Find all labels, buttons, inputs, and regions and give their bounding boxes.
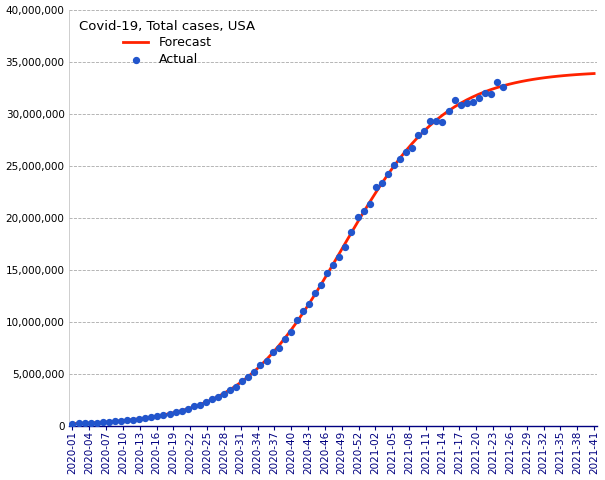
Forecast — [287, 327, 295, 333]
Actual — [292, 316, 302, 324]
Actual — [371, 183, 381, 191]
Forecast — [494, 84, 501, 90]
Actual — [329, 262, 338, 269]
Actual — [140, 414, 150, 422]
Actual — [244, 373, 253, 381]
Actual — [68, 420, 77, 428]
Actual — [401, 148, 411, 156]
Actual — [177, 407, 186, 414]
Actual — [377, 179, 387, 187]
Actual — [262, 357, 272, 365]
Actual — [195, 401, 204, 408]
Actual — [134, 415, 144, 423]
Actual — [92, 419, 102, 426]
Actual — [165, 410, 174, 418]
Actual — [456, 101, 465, 108]
Actual — [159, 411, 168, 419]
Actual — [365, 200, 374, 207]
Actual — [413, 132, 423, 139]
Actual — [480, 89, 490, 97]
Actual — [225, 386, 235, 394]
Forecast — [184, 406, 191, 412]
Actual — [425, 117, 435, 125]
Actual — [474, 95, 483, 102]
Forecast — [154, 413, 161, 419]
Actual — [304, 300, 314, 308]
Actual — [128, 416, 138, 423]
Actual — [407, 144, 417, 152]
Actual — [383, 170, 393, 178]
Actual — [353, 213, 362, 221]
Actual — [219, 390, 229, 397]
Actual — [335, 253, 344, 261]
Actual — [450, 96, 459, 104]
Actual — [359, 207, 368, 215]
Actual — [437, 119, 447, 126]
Actual — [286, 328, 296, 336]
Actual — [499, 83, 508, 91]
Actual — [492, 78, 502, 85]
Actual — [152, 412, 162, 420]
Actual — [80, 420, 90, 427]
Actual — [268, 348, 278, 356]
Actual — [110, 418, 120, 425]
Actual — [431, 118, 441, 125]
Actual — [98, 419, 108, 426]
Actual — [237, 377, 247, 384]
Actual — [395, 155, 405, 162]
Actual — [310, 289, 320, 297]
Actual — [462, 99, 471, 107]
Actual — [341, 243, 350, 251]
Actual — [316, 281, 326, 288]
Actual — [201, 398, 211, 406]
Actual — [231, 383, 241, 391]
Actual — [468, 98, 477, 106]
Actual — [443, 108, 453, 115]
Actual — [322, 269, 332, 277]
Actual — [486, 90, 496, 98]
Actual — [274, 344, 284, 352]
Forecast — [330, 261, 337, 267]
Actual — [256, 361, 266, 369]
Actual — [250, 368, 260, 375]
Actual — [116, 417, 126, 425]
Forecast — [590, 71, 598, 76]
Actual — [146, 413, 156, 421]
Forecast — [220, 390, 227, 396]
Actual — [189, 403, 198, 410]
Actual — [74, 420, 83, 427]
Actual — [419, 127, 429, 135]
Actual — [280, 335, 290, 343]
Actual — [183, 405, 192, 413]
Actual — [389, 161, 399, 169]
Actual — [207, 395, 217, 403]
Legend: Forecast, Actual: Forecast, Actual — [76, 16, 260, 70]
Actual — [104, 418, 114, 426]
Actual — [86, 419, 96, 427]
Actual — [298, 307, 308, 314]
Forecast — [69, 421, 76, 427]
Actual — [171, 408, 180, 416]
Actual — [122, 416, 132, 424]
Actual — [213, 393, 223, 400]
Line: Forecast: Forecast — [73, 73, 594, 424]
Actual — [347, 228, 356, 236]
